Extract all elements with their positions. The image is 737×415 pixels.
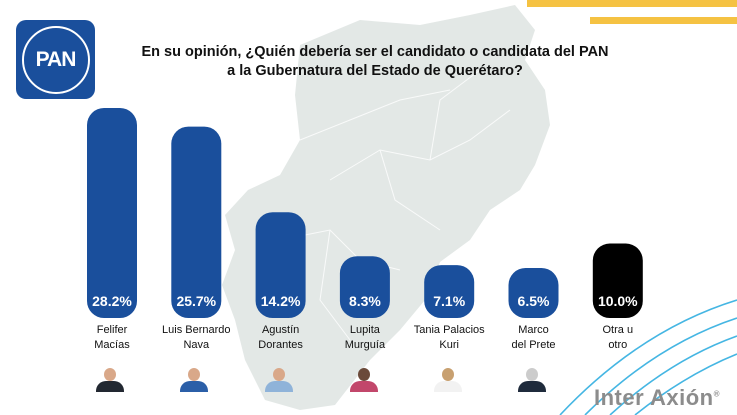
bar-2 <box>255 212 306 318</box>
candidate-photo <box>177 366 211 392</box>
value-label-0: 28.2% <box>92 293 132 309</box>
candidate-photo <box>431 366 465 392</box>
category-label-2-line-0: Agustín <box>262 324 299 336</box>
pan-logo: PAN <box>16 20 95 99</box>
candidate-photo <box>515 366 549 392</box>
value-label-5: 6.5% <box>518 293 550 309</box>
yellow-stripe <box>590 17 737 24</box>
bar-1 <box>171 126 222 318</box>
category-label-0-line-0: Felifer <box>97 324 128 336</box>
category-label-5-line-0: Marco <box>518 324 549 336</box>
category-label-4-line-0: Tania Palacios <box>414 324 485 336</box>
value-label-4: 7.1% <box>433 293 465 309</box>
category-label-6-line-0: Otra u <box>603 324 634 336</box>
category-label-1-line-1: Nava <box>183 339 210 351</box>
value-label-6: 10.0% <box>598 293 638 309</box>
yellow-stripe <box>527 0 737 7</box>
candidate-photo <box>262 366 296 392</box>
category-label-0-line-1: Macías <box>94 339 130 351</box>
interaxion-brand: Inter Axión® <box>594 385 720 411</box>
candidate-photo <box>347 366 381 392</box>
bar-0 <box>87 108 137 318</box>
category-label-1-line-0: Luis Bernardo <box>162 324 231 336</box>
category-label-5-line-1: del Prete <box>511 339 555 351</box>
registered-mark: ® <box>713 389 720 399</box>
category-label-2-line-1: Dorantes <box>258 339 303 351</box>
category-label-4-line-1: Kuri <box>439 339 459 351</box>
brand-text: Inter Axión <box>594 385 714 410</box>
candidate-photo <box>93 366 127 392</box>
value-label-1: 25.7% <box>176 293 216 309</box>
value-label-2: 14.2% <box>261 293 301 309</box>
category-label-3-line-0: Lupita <box>350 324 381 336</box>
category-label-3-line-1: Murguía <box>345 339 386 351</box>
category-label-6-line-1: otro <box>608 339 627 351</box>
pan-logo-text: PAN <box>35 47 77 71</box>
chart-title: En su opinión, ¿Quién debería ser el can… <box>141 44 609 79</box>
bar-3 <box>339 256 390 318</box>
value-label-3: 8.3% <box>349 293 381 309</box>
bar-6 <box>592 243 643 318</box>
bar-4 <box>424 265 475 318</box>
bar-5 <box>508 268 559 318</box>
